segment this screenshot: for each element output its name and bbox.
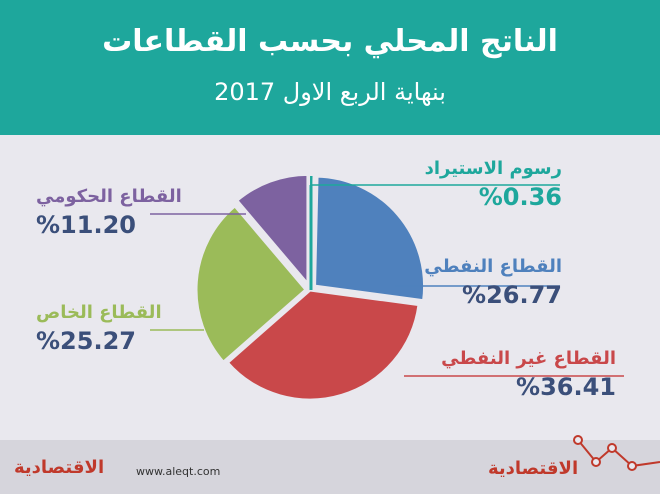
label-private-sector: القطاع الخاص %25.27 (36, 302, 162, 355)
slice-name-oil-sector: القطاع النفطي (424, 256, 562, 277)
label-oil-sector: القطاع النفطي %26.77 (424, 256, 562, 309)
slice-private-sector (194, 203, 309, 365)
slice-name-import-fees: رسوم الاستيراد (424, 158, 562, 179)
footer-bar (0, 440, 660, 494)
label-government-sector: القطاع الحكومي %11.20 (36, 186, 182, 239)
pie-chart (150, 172, 624, 402)
header-banner (0, 0, 660, 135)
footer-brand-logo: الاقتصادية (14, 457, 105, 478)
slice-value-non-oil-sector: %36.41 (516, 373, 616, 401)
slice-value-import-fees: %0.36 (478, 183, 562, 211)
slice-name-private-sector: القطاع الخاص (36, 302, 162, 323)
label-import-fees: رسوم الاستيراد %0.36 (425, 158, 562, 211)
footer-website: www.aleqt.com (136, 465, 221, 478)
slice-value-private-sector: %25.27 (36, 327, 136, 355)
footer-brand-mark: الاقتصادية (488, 458, 579, 479)
slice-value-government-sector: %11.20 (36, 211, 136, 239)
slice-name-non-oil-sector: القطاع غير النفطي (441, 348, 616, 369)
label-non-oil-sector: القطاع غير النفطي %36.41 (441, 348, 616, 401)
slice-non-oil-sector (225, 288, 421, 402)
slice-value-oil-sector: %26.77 (462, 281, 562, 309)
chart-subtitle: بنهاية الربع الاول 2017 (214, 78, 446, 106)
slice-name-government-sector: القطاع الحكومي (36, 186, 182, 207)
slice-oil-sector (313, 174, 427, 303)
chart-title: الناتج المحلي بحسب القطاعات (102, 24, 558, 59)
slice-government-sector (234, 172, 310, 289)
